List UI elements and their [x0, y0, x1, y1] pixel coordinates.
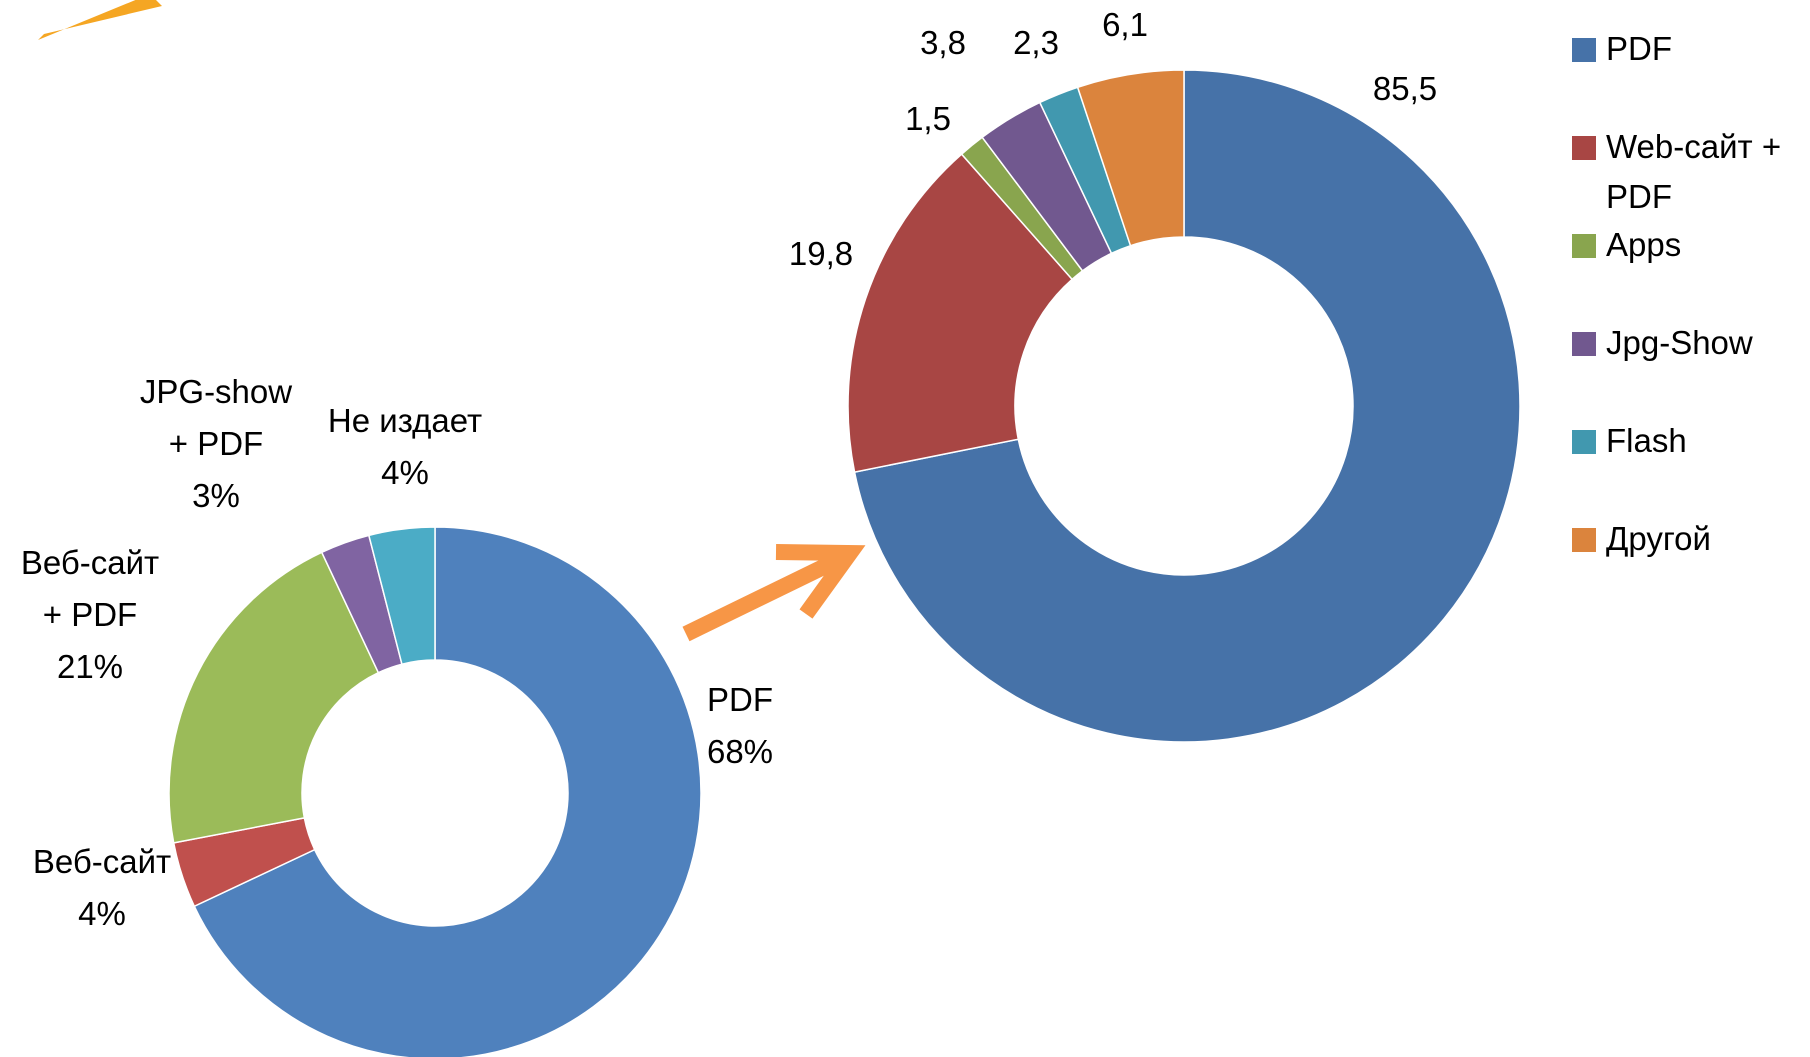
legend-item: Другой — [1572, 514, 1810, 564]
legend-item: PDF — [1572, 24, 1810, 74]
donut-segment — [193, 526, 702, 1057]
legend-swatch — [1572, 38, 1596, 62]
label-value: 6,1 — [1102, 6, 1148, 43]
legend-item: Apps — [1572, 220, 1810, 270]
legend-item: Jpg-Show — [1572, 318, 1810, 368]
label-value: 85,5 — [1372, 70, 1438, 107]
label-value: 3,8 — [920, 24, 966, 61]
legend-label: Web-сайт + PDF — [1606, 128, 1782, 215]
donut-segment — [1076, 69, 1185, 247]
label-name: JPG-show + PDF — [139, 373, 293, 462]
donut-segment — [853, 69, 1521, 743]
legend-label: Jpg-Show — [1606, 324, 1753, 361]
legend-swatch — [1572, 430, 1596, 454]
arrow-head — [775, 544, 866, 619]
legend-swatch — [1572, 136, 1596, 160]
donut-segment — [168, 551, 380, 844]
label-value: 21% — [56, 648, 124, 685]
legend-item: Flash — [1572, 416, 1810, 466]
data-label: 1,5 — [888, 93, 968, 145]
legend-label: PDF — [1606, 30, 1672, 67]
label-value: 2,3 — [1013, 24, 1059, 61]
legend-label: Apps — [1606, 226, 1682, 263]
data-label: 6,1 — [1085, 0, 1165, 51]
arrow — [682, 544, 866, 642]
data-label: JPG-show + PDF 3% — [131, 366, 301, 522]
label-name: Веб-сайт + PDF — [20, 544, 160, 633]
label-value: 68% — [706, 733, 774, 770]
decor-arrow — [38, 0, 162, 40]
data-label: Веб-сайт + PDF 21% — [10, 537, 170, 693]
arrow-shaft — [682, 548, 850, 642]
data-label: PDF 68% — [680, 674, 800, 778]
label-name: PDF — [707, 681, 773, 718]
label-value: 3% — [192, 477, 240, 514]
legend-swatch — [1572, 332, 1596, 356]
data-label: 3,8 — [903, 17, 983, 69]
donut-segment — [847, 153, 1074, 473]
data-label: Не издает 4% — [300, 395, 510, 499]
legend-swatch — [1572, 234, 1596, 258]
legend-swatch — [1572, 528, 1596, 552]
data-label: 2,3 — [996, 17, 1076, 69]
label-name: Веб-сайт — [32, 843, 172, 880]
legend-item: Web-сайт + PDF — [1572, 122, 1810, 222]
label-name: Не издает — [327, 402, 483, 439]
legend-label: Другой — [1606, 520, 1711, 557]
label-value: 4% — [381, 454, 429, 491]
label-value: 4% — [78, 895, 126, 932]
legend-label: Flash — [1606, 422, 1687, 459]
data-label: 85,5 — [1355, 63, 1455, 115]
label-value: 1,5 — [905, 100, 951, 137]
label-value: 19,8 — [788, 235, 854, 272]
donut-segment — [367, 526, 436, 666]
data-label: Веб-сайт 4% — [17, 836, 187, 940]
data-label: 19,8 — [771, 228, 871, 280]
